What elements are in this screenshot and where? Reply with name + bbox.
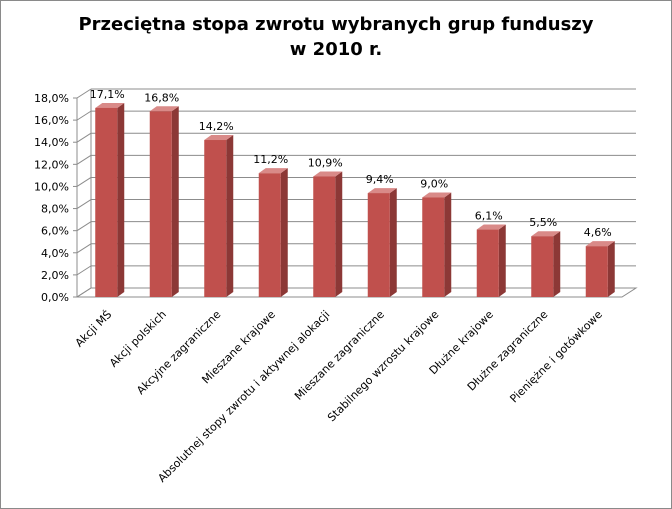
- bar-top: [149, 106, 179, 112]
- bar: [204, 135, 234, 297]
- category-label: Akcji polskich: [107, 308, 169, 370]
- bar-top: [531, 231, 561, 237]
- gridline-side: [76, 265, 92, 276]
- bars: [95, 102, 615, 298]
- bar: [367, 188, 397, 297]
- bar-side: [389, 188, 397, 297]
- data-label: 6,1%: [475, 210, 503, 223]
- data-label: 9,0%: [420, 178, 448, 191]
- bar-side: [117, 102, 125, 297]
- bar: [531, 231, 561, 297]
- gridline-side: [76, 221, 92, 232]
- bar-top: [367, 188, 397, 194]
- y-tick-label: 16,0%: [34, 114, 69, 127]
- data-label: 11,2%: [253, 153, 288, 166]
- y-tick-label: 2,0%: [41, 269, 69, 282]
- data-labels: 17,1% 16,8% 14,2% 11,2% 10,9% 9,4% 9,0% 6,1% 5,5…: [90, 88, 612, 239]
- bar-top: [476, 224, 506, 230]
- bar: [258, 168, 288, 297]
- bar: [149, 106, 179, 298]
- gridline-side: [76, 243, 92, 254]
- y-tick-labels: 0,0% 2,0% 4,0% 6,0% 8,0% 10,0% 12,0% 14,0% 16,0%…: [34, 92, 69, 304]
- bar-side: [171, 106, 179, 298]
- gridline-side: [76, 199, 92, 209]
- bar-front: [95, 107, 118, 297]
- bar: [476, 224, 506, 297]
- bar-top: [204, 135, 234, 141]
- y-tick-label: 6,0%: [41, 225, 69, 238]
- bar-front: [149, 111, 172, 298]
- category-label: Stabilnego wzrostu krajowe: [325, 308, 442, 425]
- data-label: 14,2%: [199, 120, 234, 133]
- bar-top: [585, 241, 615, 247]
- data-label: 4,6%: [584, 226, 612, 239]
- chart-title: Przeciętna stopa zwrotu wybranych grup f…: [0, 12, 672, 62]
- y-tick-label: 8,0%: [41, 203, 69, 216]
- bar-front: [204, 140, 227, 297]
- gridline-side: [76, 88, 92, 99]
- bar: [585, 241, 615, 297]
- bar-front: [258, 173, 281, 297]
- y-tick-label: 10,0%: [34, 180, 69, 193]
- bar-top: [95, 102, 125, 108]
- data-label: 17,1%: [90, 88, 125, 101]
- category-label: Mieszane zagraniczne: [292, 308, 387, 403]
- category-label: Akcji MŚ: [73, 308, 115, 350]
- bar-side: [444, 192, 452, 297]
- bar-front: [585, 246, 608, 297]
- data-label: 10,9%: [308, 156, 343, 169]
- bar: [422, 192, 452, 297]
- bar-top: [422, 192, 452, 198]
- y-tick-label: 18,0%: [34, 92, 69, 105]
- bar-side: [498, 224, 506, 297]
- gridline-side: [76, 177, 92, 187]
- bar-top: [313, 171, 343, 177]
- y-tick-label: 14,0%: [34, 136, 69, 149]
- gridline-side: [76, 154, 92, 165]
- data-label: 16,8%: [144, 91, 179, 104]
- bar-side: [553, 231, 561, 297]
- bar-side: [335, 171, 343, 297]
- gridline-side: [76, 132, 92, 143]
- bar-front: [313, 176, 336, 297]
- y-tick-label: 4,0%: [41, 247, 69, 260]
- bar-side: [607, 241, 615, 297]
- bar-side: [280, 168, 288, 297]
- bar-side: [226, 135, 234, 297]
- data-label: 5,5%: [529, 216, 557, 229]
- y-tick-label: 0,0%: [41, 291, 69, 304]
- chart-title-line2: w 2010 r.: [289, 39, 383, 60]
- gridline-side: [76, 110, 92, 121]
- bar-front: [422, 197, 445, 297]
- bar-front: [476, 229, 499, 297]
- chart-title-line1: Przeciętna stopa zwrotu wybranych grup f…: [78, 14, 594, 35]
- category-label: Pieniężne i gotówkowe: [507, 308, 605, 406]
- bar: [95, 102, 125, 297]
- y-tick-label: 12,0%: [34, 158, 69, 171]
- bar-top: [258, 168, 288, 174]
- bar-front: [531, 236, 554, 297]
- bar: [313, 171, 343, 297]
- bar-front: [367, 193, 390, 297]
- data-label: 9,4%: [366, 173, 394, 186]
